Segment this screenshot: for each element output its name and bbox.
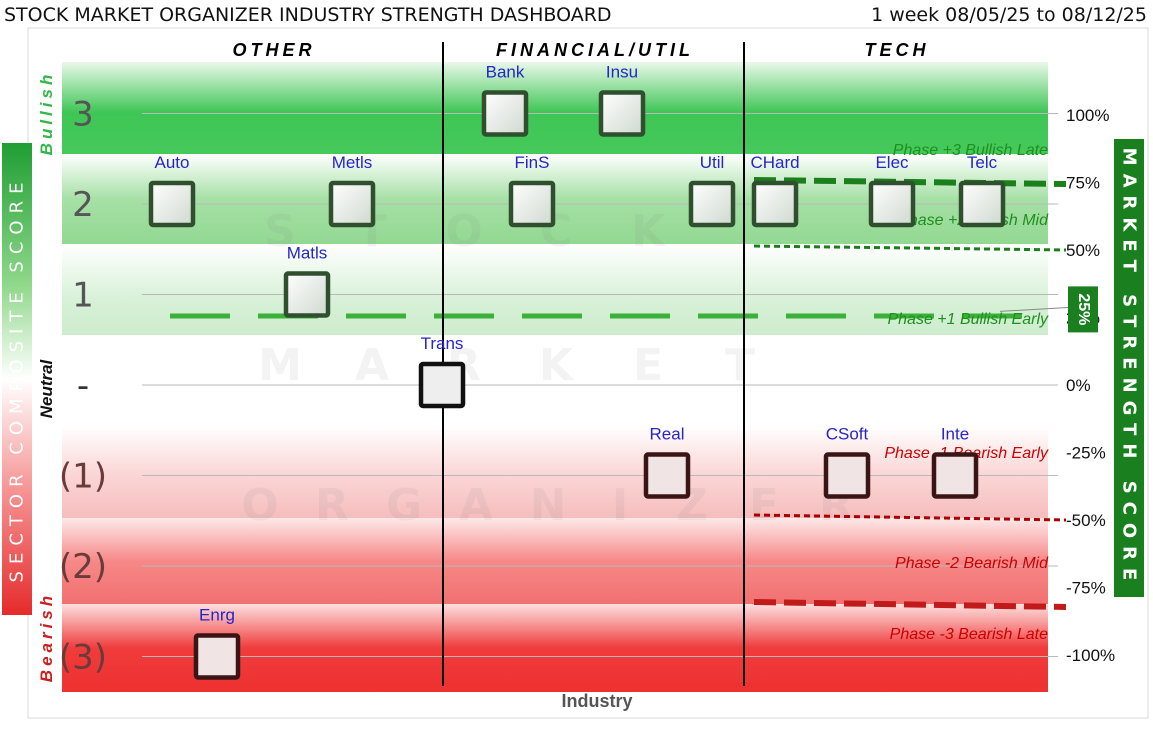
gridlines: [142, 113, 1058, 657]
bullish-label: Bullish: [37, 70, 56, 156]
industry-marker-auto: [148, 180, 196, 228]
market-strength-score-bar: [1114, 139, 1144, 597]
industry-label-enrg: Enrg: [199, 606, 235, 625]
right-tick-label: -75%: [1066, 579, 1106, 598]
industry-marker-telc: [958, 180, 1006, 228]
group-label-financial-util: FINANCIAL/UTIL: [496, 40, 694, 60]
industry-label-real: Real: [650, 425, 685, 444]
left-tick-label: (2): [59, 547, 107, 587]
industry-marker-chard: [751, 180, 799, 228]
dashboard-title: STOCK MARKET ORGANIZER INDUSTRY STRENGTH…: [4, 4, 612, 26]
band-level-1: [62, 244, 1048, 335]
left-tick-label: -: [77, 366, 89, 406]
watermark-letter: E: [749, 480, 779, 531]
band-level-minus-2: [62, 518, 1048, 604]
right-tick-label: 50%: [1066, 241, 1100, 260]
industry-label-csoft: CSoft: [826, 425, 869, 444]
left-tick-label: 1: [72, 276, 94, 316]
group-label-tech: TECH: [865, 40, 930, 60]
industry-label-telc: Telc: [967, 153, 998, 172]
market-score-text: 25%: [1075, 293, 1092, 325]
watermark-letter: M: [258, 340, 302, 391]
watermark-letter: R: [315, 480, 349, 531]
industry-marker-elec: [868, 180, 916, 228]
industry-label-util: Util: [700, 153, 725, 172]
left-tick-label: 2: [72, 185, 94, 225]
right-axis-ticks: 100% 75% 50% 25% 0% -25% -50% -75% -100%: [1066, 106, 1115, 665]
market-strength-score-title: MARKET STRENGTH SCORE: [1118, 147, 1140, 589]
watermark-letter: S: [264, 206, 296, 257]
industry-marker-fins: [508, 180, 556, 228]
watermark-letter: I: [612, 480, 628, 531]
sector-composite-score-bar: [2, 143, 32, 615]
date-range: 1 week 08/05/25 to 08/12/25: [871, 4, 1147, 26]
industry-label-inte: Inte: [941, 425, 969, 444]
band-level-3: [62, 62, 1048, 154]
group-label-other: OTHER: [233, 40, 316, 60]
industry-label-chard: CHard: [750, 153, 799, 172]
watermark-letter: G: [386, 480, 422, 531]
watermark-letter: A: [459, 480, 493, 531]
market-score-badge: [1068, 286, 1098, 333]
industry-marker-bank: [481, 90, 529, 137]
watermark-letter: O: [241, 480, 278, 531]
industry-markers: Auto Metls Matls Trans Enrg Bank Insu FinS Util R…: [148, 63, 1006, 680]
watermark-letter: N: [530, 480, 567, 531]
watermark-letter: A: [355, 340, 389, 391]
left-tick-label: (3): [59, 638, 107, 678]
industry-label-elec: Elec: [875, 153, 909, 172]
phase-line-bullish-mid: [753, 244, 1067, 252]
sector-composite-score-title: SECTOR COMPOSITE SCORE: [6, 175, 28, 583]
industry-marker-csoft: [823, 452, 871, 499]
x-axis-label: Industry: [561, 691, 632, 711]
watermark-letter: K: [631, 206, 667, 257]
industry-marker-util: [688, 180, 736, 228]
industry-marker-insu: [598, 90, 646, 137]
right-tick-label: -100%: [1066, 646, 1115, 665]
left-tick-label: (1): [59, 457, 107, 497]
market-score-pointer: [999, 306, 1071, 312]
market-score-marker: 25%: [999, 286, 1098, 333]
right-tick-label: -25%: [1066, 444, 1106, 463]
industry-label-trans: Trans: [421, 334, 464, 353]
phase-line-bearish-late: [753, 599, 1067, 610]
left-tick-label: 3: [72, 95, 94, 135]
right-tick-label: -50%: [1066, 511, 1106, 530]
industry-label-auto: Auto: [155, 153, 190, 172]
industry-marker-metls: [328, 180, 376, 228]
phase-line-bearish-mid: [753, 513, 1067, 522]
phase-label-phase-3-bullish-late: Phase +3 Bullish Late: [893, 142, 1048, 159]
phase-label-phase-2-bearish-mid: Phase -2 Bearish Mid: [895, 555, 1049, 572]
phase-label-phase-1-bullish-early: Phase +1 Bullish Early: [887, 311, 1049, 328]
industry-marker-inte: [931, 452, 979, 499]
group-labels: OTHER FINANCIAL/UTIL TECH: [233, 40, 930, 60]
phase-label-phase-3-bearish-late: Phase -3 Bearish Late: [890, 626, 1048, 643]
industry-marker-real: [643, 452, 691, 499]
industry-label-fins: FinS: [515, 153, 550, 172]
industry-label-bank: Bank: [486, 63, 525, 82]
industry-label-insu: Insu: [606, 63, 638, 82]
right-tick-label: 0%: [1066, 376, 1091, 395]
industry-label-matls: Matls: [287, 244, 328, 263]
industry-marker-enrg: [193, 633, 241, 680]
neutral-label: Neutral: [37, 359, 56, 419]
industry-label-metls: Metls: [332, 153, 373, 172]
industry-marker-trans: [418, 361, 466, 409]
watermark-letter: O: [445, 206, 482, 257]
right-tick-label: 75%: [1066, 174, 1100, 193]
watermark-letter: K: [539, 340, 575, 391]
left-axis-ticks: 3 2 1 - (1) (2) (3): [59, 95, 107, 678]
right-tick-label: 100%: [1066, 106, 1109, 125]
watermark-letter: E: [633, 340, 663, 391]
industry-marker-matls: [283, 271, 331, 318]
watermark-letter: T: [725, 340, 755, 391]
band-level-minus-1: [62, 426, 1048, 518]
bearish-label: Bearish: [37, 591, 56, 683]
